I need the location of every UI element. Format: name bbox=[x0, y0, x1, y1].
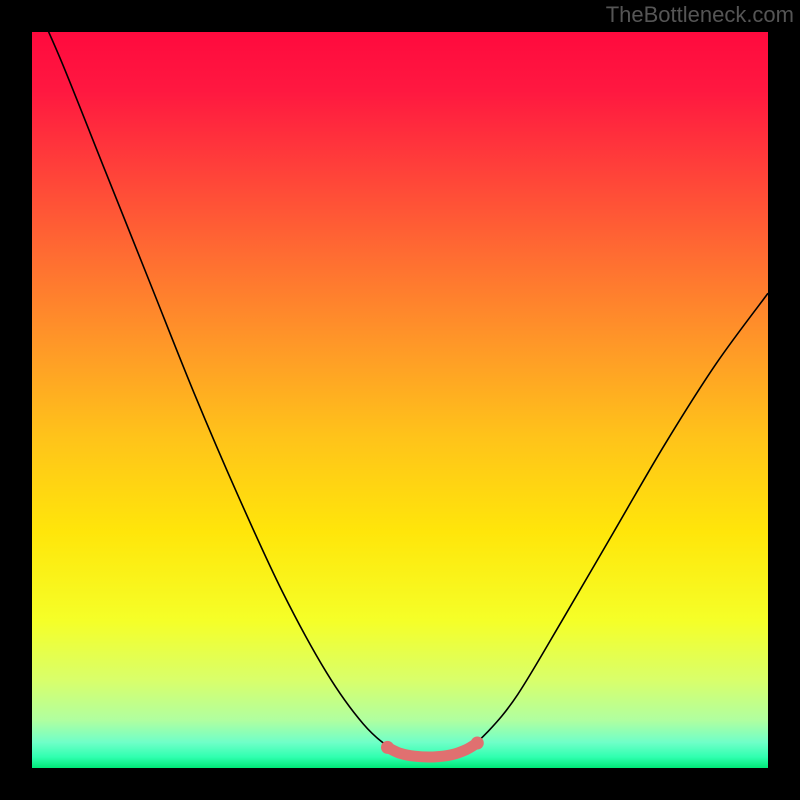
plot-background bbox=[32, 32, 768, 768]
optimal-range-start-dot bbox=[381, 741, 394, 754]
watermark-text: TheBottleneck.com bbox=[606, 2, 794, 28]
optimal-range-end-dot bbox=[471, 736, 484, 749]
